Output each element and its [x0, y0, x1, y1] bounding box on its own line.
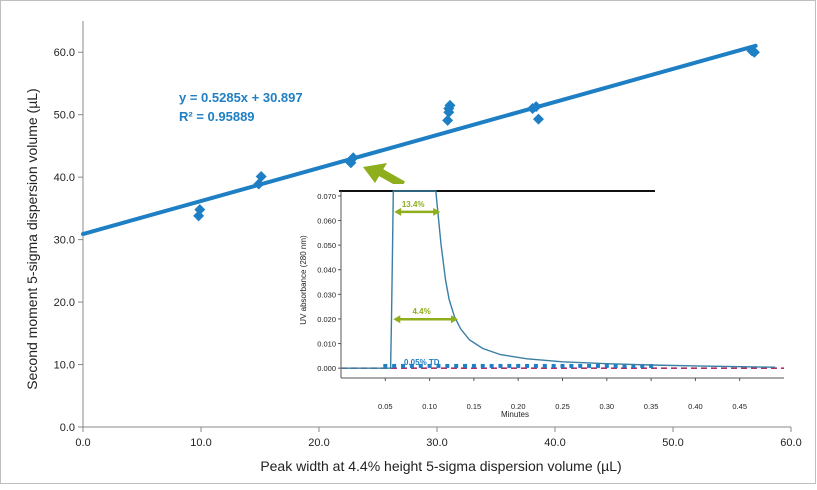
data-point — [444, 99, 456, 111]
td-marker — [454, 363, 459, 368]
inset-x-tick-label: 0.05 — [378, 402, 393, 411]
x-tick-label: 10.0 — [190, 437, 211, 449]
td-marker — [463, 363, 468, 368]
y-tick-label: 30.0 — [54, 235, 75, 247]
td-marker — [507, 363, 512, 368]
width-marker-arrow-left — [394, 207, 402, 216]
width-marker-arrow-right — [450, 315, 458, 324]
inset-y-axis-title: UV absorbance (280 nm) — [299, 235, 308, 325]
inset-x-tick-label: 0.30 — [599, 402, 614, 411]
inset-y-tick-label: 0.000 — [317, 364, 336, 373]
inset-background — [286, 184, 791, 410]
x-tick-label: 60.0 — [780, 437, 801, 449]
td-marker — [533, 363, 538, 368]
data-point — [194, 204, 206, 216]
inset-x-tick-label: 0.10 — [422, 402, 437, 411]
td-marker — [498, 363, 503, 368]
inset-x-tick-label: 0.20 — [511, 402, 526, 411]
inset-peak-curve — [341, 190, 776, 369]
inset-y-tick-label: 0.010 — [317, 340, 336, 349]
inset-series — [341, 190, 784, 369]
inset-width-markers: 13.4% 4.4% — [393, 200, 458, 324]
main-trendline-group — [81, 43, 758, 237]
width-marker-label: 13.4% — [402, 200, 425, 209]
main-points — [193, 45, 760, 222]
y-tick-label: 40.0 — [54, 172, 75, 184]
td-marker — [516, 363, 521, 368]
width-marker-arrow-right — [433, 207, 441, 216]
arrow-head — [363, 163, 387, 183]
data-point — [255, 171, 267, 183]
inset-x-tick-label: 0.15 — [467, 402, 482, 411]
y-tick-label: 10.0 — [54, 360, 75, 372]
inset-chart: 0.05 0.10 0.15 0.20 0.25 0.30 0.35 0.40 0.45 0.00… — [286, 184, 791, 419]
td-marker — [542, 363, 547, 368]
inset-x-tick-label: 0.45 — [732, 402, 747, 411]
td-marker — [489, 363, 494, 368]
inset-x-tick-label: 0.35 — [644, 402, 659, 411]
td-marker — [569, 363, 574, 368]
td-marker — [471, 363, 476, 368]
y-tick-label: 20.0 — [54, 297, 75, 309]
td-marker — [604, 363, 609, 368]
callout-arrow — [363, 163, 405, 189]
y-tick-label: 50.0 — [54, 110, 75, 122]
td-marker — [409, 363, 414, 368]
td-marker — [578, 363, 583, 368]
inset-x-tick-label: 0.25 — [555, 402, 570, 411]
inset-y-tick-label: 0.050 — [317, 241, 336, 250]
td-marker — [401, 363, 406, 368]
td-marker — [418, 363, 423, 368]
y-tick-label: 0.0 — [60, 422, 75, 434]
td-marker — [392, 363, 397, 368]
r-squared-label: R² = 0.95889 — [179, 109, 255, 124]
arrow-shaft — [378, 168, 405, 189]
data-point — [530, 101, 542, 113]
td-marker — [595, 363, 600, 368]
data-point — [347, 152, 359, 164]
x-axis-title: Peak width at 4.4% height 5-sigma disper… — [260, 458, 621, 474]
x-tick-label: 30.0 — [426, 437, 447, 449]
main-chart: 0.0 10.0 20.0 30.0 40.0 50.0 60.0 0.0 10.0 20.0 30… — [24, 21, 802, 474]
trendline — [81, 43, 758, 237]
x-tick-label: 50.0 — [662, 437, 683, 449]
y-axis-title: Second moment 5-sigma dispersion volume … — [24, 88, 40, 389]
td-marker — [445, 363, 450, 368]
inset-y-tick-label: 0.070 — [317, 192, 336, 201]
main-ticks: 0.0 10.0 20.0 30.0 40.0 50.0 60.0 0.0 10.0 20.0 30… — [54, 47, 802, 449]
td-marker — [649, 363, 654, 368]
td-marker — [560, 363, 565, 368]
td-marker — [613, 363, 618, 368]
inset-ticks: 0.05 0.10 0.15 0.20 0.25 0.30 0.35 0.40 0.45 0.00… — [317, 192, 747, 411]
y-tick-label: 60.0 — [54, 47, 75, 59]
width-marker-arrow-left — [393, 315, 401, 324]
inset-y-tick-label: 0.040 — [317, 266, 336, 275]
data-point — [532, 113, 544, 125]
data-point — [442, 114, 454, 126]
td-marker — [551, 363, 556, 368]
x-tick-label: 20.0 — [308, 437, 329, 449]
inset-y-tick-label: 0.030 — [317, 290, 336, 299]
inset-y-tick-label: 0.020 — [317, 315, 336, 324]
inset-y-tick-label: 0.060 — [317, 217, 336, 226]
width-marker-label: 4.4% — [412, 307, 430, 316]
td-marker — [480, 363, 485, 368]
inset-x-axis-title: Minutes — [501, 410, 529, 419]
inset-x-tick-label: 0.40 — [688, 402, 703, 411]
td-marker — [383, 363, 388, 368]
td-marker — [436, 363, 441, 368]
td-marker — [640, 363, 645, 368]
td-marker — [525, 363, 530, 368]
x-tick-label: 40.0 — [544, 437, 565, 449]
td-label: 0.05% TD — [404, 358, 440, 367]
td-marker — [427, 363, 432, 368]
x-tick-label: 0.0 — [75, 437, 90, 449]
data-point — [748, 46, 760, 58]
trendline-equation: y = 0.5285x + 30.897 — [179, 90, 303, 105]
td-marker — [622, 363, 627, 368]
td-marker — [587, 363, 592, 368]
td-marker — [631, 363, 636, 368]
